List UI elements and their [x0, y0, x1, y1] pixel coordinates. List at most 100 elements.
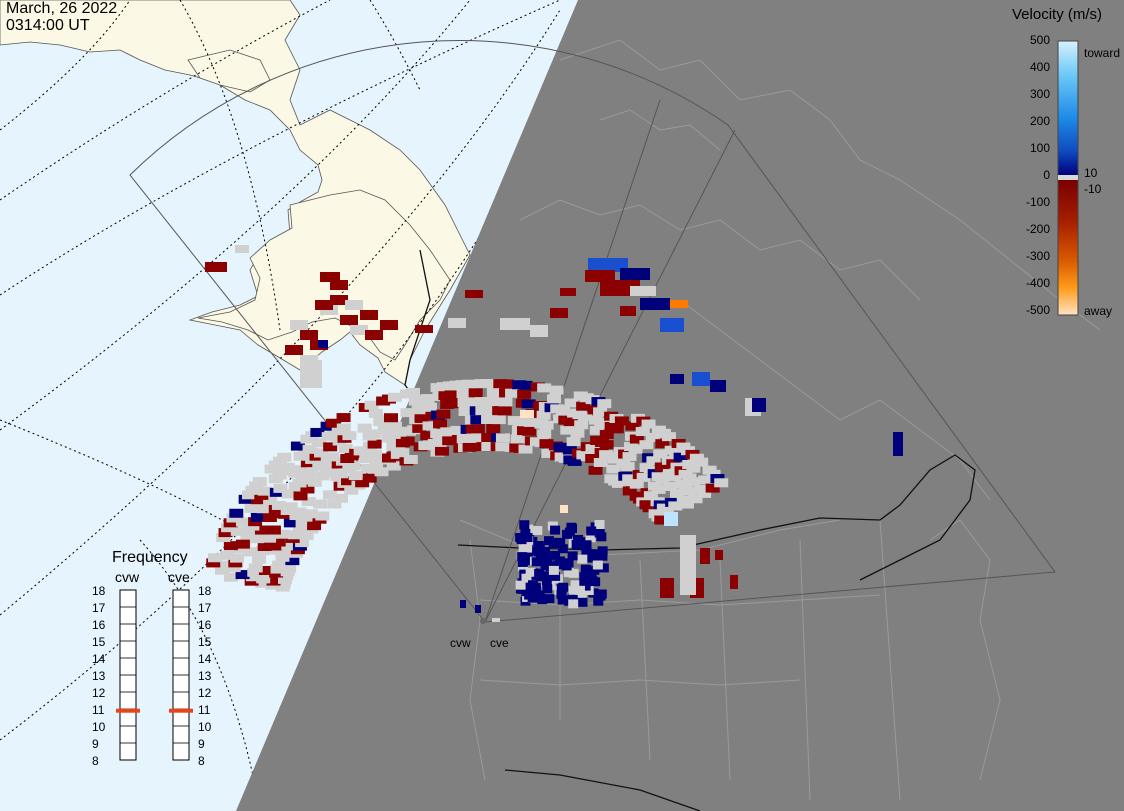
scatter-cell — [596, 589, 607, 599]
scatter-cell — [544, 571, 555, 581]
scatter-cell — [578, 411, 593, 421]
scatter-cell — [630, 286, 656, 296]
radar-site-marker[interactable] — [480, 618, 486, 624]
scatter-cell — [302, 444, 317, 454]
scatter-cell — [563, 417, 578, 427]
scatter-cell — [628, 444, 643, 454]
scatter-cell — [440, 427, 455, 437]
scatter-cell — [576, 401, 591, 411]
scatter-cell — [567, 456, 582, 466]
scatter-cell — [560, 288, 576, 296]
scatter-cell — [342, 431, 357, 441]
scatter-cell — [480, 379, 495, 389]
scatter-cell — [362, 473, 377, 483]
scatter-cell — [594, 520, 605, 530]
scatter-cell — [530, 325, 548, 337]
scatter-cell — [587, 576, 598, 586]
scatter-cell — [271, 537, 286, 547]
scatter-cell — [688, 494, 703, 504]
scatter-cell — [577, 597, 588, 607]
scatter-cell — [277, 452, 292, 462]
frequency-radar-cvw: cvw — [115, 569, 140, 585]
scatter-cell — [384, 413, 399, 423]
scatter-cell — [532, 526, 543, 536]
scatter-cell — [422, 421, 437, 431]
scatter-cell — [556, 589, 567, 599]
scatter-cell — [422, 402, 437, 412]
scatter-cell — [642, 503, 657, 513]
scatter-cell — [290, 441, 305, 451]
frequency-scale-label-right: 10 — [198, 720, 212, 734]
scatter-cell — [597, 399, 612, 409]
scatter-cell — [714, 478, 729, 488]
frequency-scale-label-right: 15 — [198, 635, 212, 649]
scatter-cell — [550, 308, 568, 318]
scatter-cell — [273, 483, 288, 493]
scatter-cell — [228, 558, 243, 568]
scatter-cell — [382, 433, 397, 443]
scatter-cell — [654, 515, 669, 525]
velocity-tick-label: 0 — [1043, 168, 1050, 182]
scatter-cell — [659, 506, 674, 516]
scatter-cell — [539, 439, 554, 449]
scatter-cell — [534, 568, 545, 578]
scatter-cell — [481, 442, 496, 452]
scatter-cell — [548, 539, 559, 549]
frequency-title: Frequency — [112, 549, 188, 566]
scatter-cell — [357, 423, 372, 433]
scatter-cell — [576, 592, 587, 602]
scatter-cell — [433, 419, 448, 429]
scatter-cell — [283, 518, 298, 528]
scatter-cell — [250, 512, 265, 522]
frequency-scale-label-right: 13 — [198, 669, 212, 683]
scatter-cell — [311, 438, 326, 448]
map-date: March, 26 2022 — [6, 0, 118, 17]
scatter-cell — [391, 429, 406, 439]
velocity-away-label: away — [1084, 304, 1113, 318]
frequency-scale-label-right: 17 — [198, 601, 212, 615]
scatter-cell — [387, 392, 402, 402]
scatter-cell — [290, 320, 308, 330]
scatter-cell — [313, 448, 328, 458]
scatter-cell — [519, 520, 530, 530]
velocity-pos-ten-label: 10 — [1084, 166, 1098, 180]
scatter-cell — [380, 320, 398, 330]
scatter-cell — [323, 442, 338, 452]
scatter-cell — [219, 550, 234, 560]
scatter-cell — [280, 462, 295, 472]
scatter-cell — [257, 542, 272, 552]
scatter-cell — [275, 552, 290, 562]
scatter-cell — [540, 561, 551, 571]
scatter-cell — [636, 472, 651, 482]
scatter-cell — [531, 586, 542, 596]
velocity-toward-label: toward — [1084, 46, 1121, 60]
scatter-cell — [368, 449, 383, 459]
scatter-cell — [327, 499, 342, 509]
scatter-cell — [597, 546, 608, 556]
scatter-cell — [498, 397, 513, 407]
scatter-cell — [486, 397, 501, 407]
scatter-cell — [597, 551, 608, 561]
night-coastlines — [459, 39, 1101, 801]
scatter-cell — [555, 556, 566, 566]
scatter-cell — [544, 594, 555, 604]
scatter-cell — [686, 477, 701, 487]
scatter-cell — [400, 436, 415, 446]
frequency-scale-label-right: 9 — [198, 737, 205, 751]
scatter-cell — [495, 442, 510, 452]
frequency-scale-label-left: 17 — [92, 601, 106, 615]
scatter-cell — [360, 310, 378, 320]
frequency-scale-label-right: 16 — [198, 618, 212, 632]
scatter-cell — [525, 567, 536, 577]
scatter-cell — [307, 521, 322, 531]
scatter-cell — [491, 415, 506, 425]
frequency-scale-label-left: 10 — [92, 720, 106, 734]
scatter-cell — [588, 465, 603, 475]
scatter-cell — [574, 585, 585, 595]
scatter-cell — [715, 550, 723, 560]
scatter-cell — [235, 245, 249, 253]
scatter-cell — [646, 456, 661, 466]
frequency-scale-label-right: 8 — [198, 754, 205, 768]
velocity-tick-label: -500 — [1025, 303, 1050, 317]
